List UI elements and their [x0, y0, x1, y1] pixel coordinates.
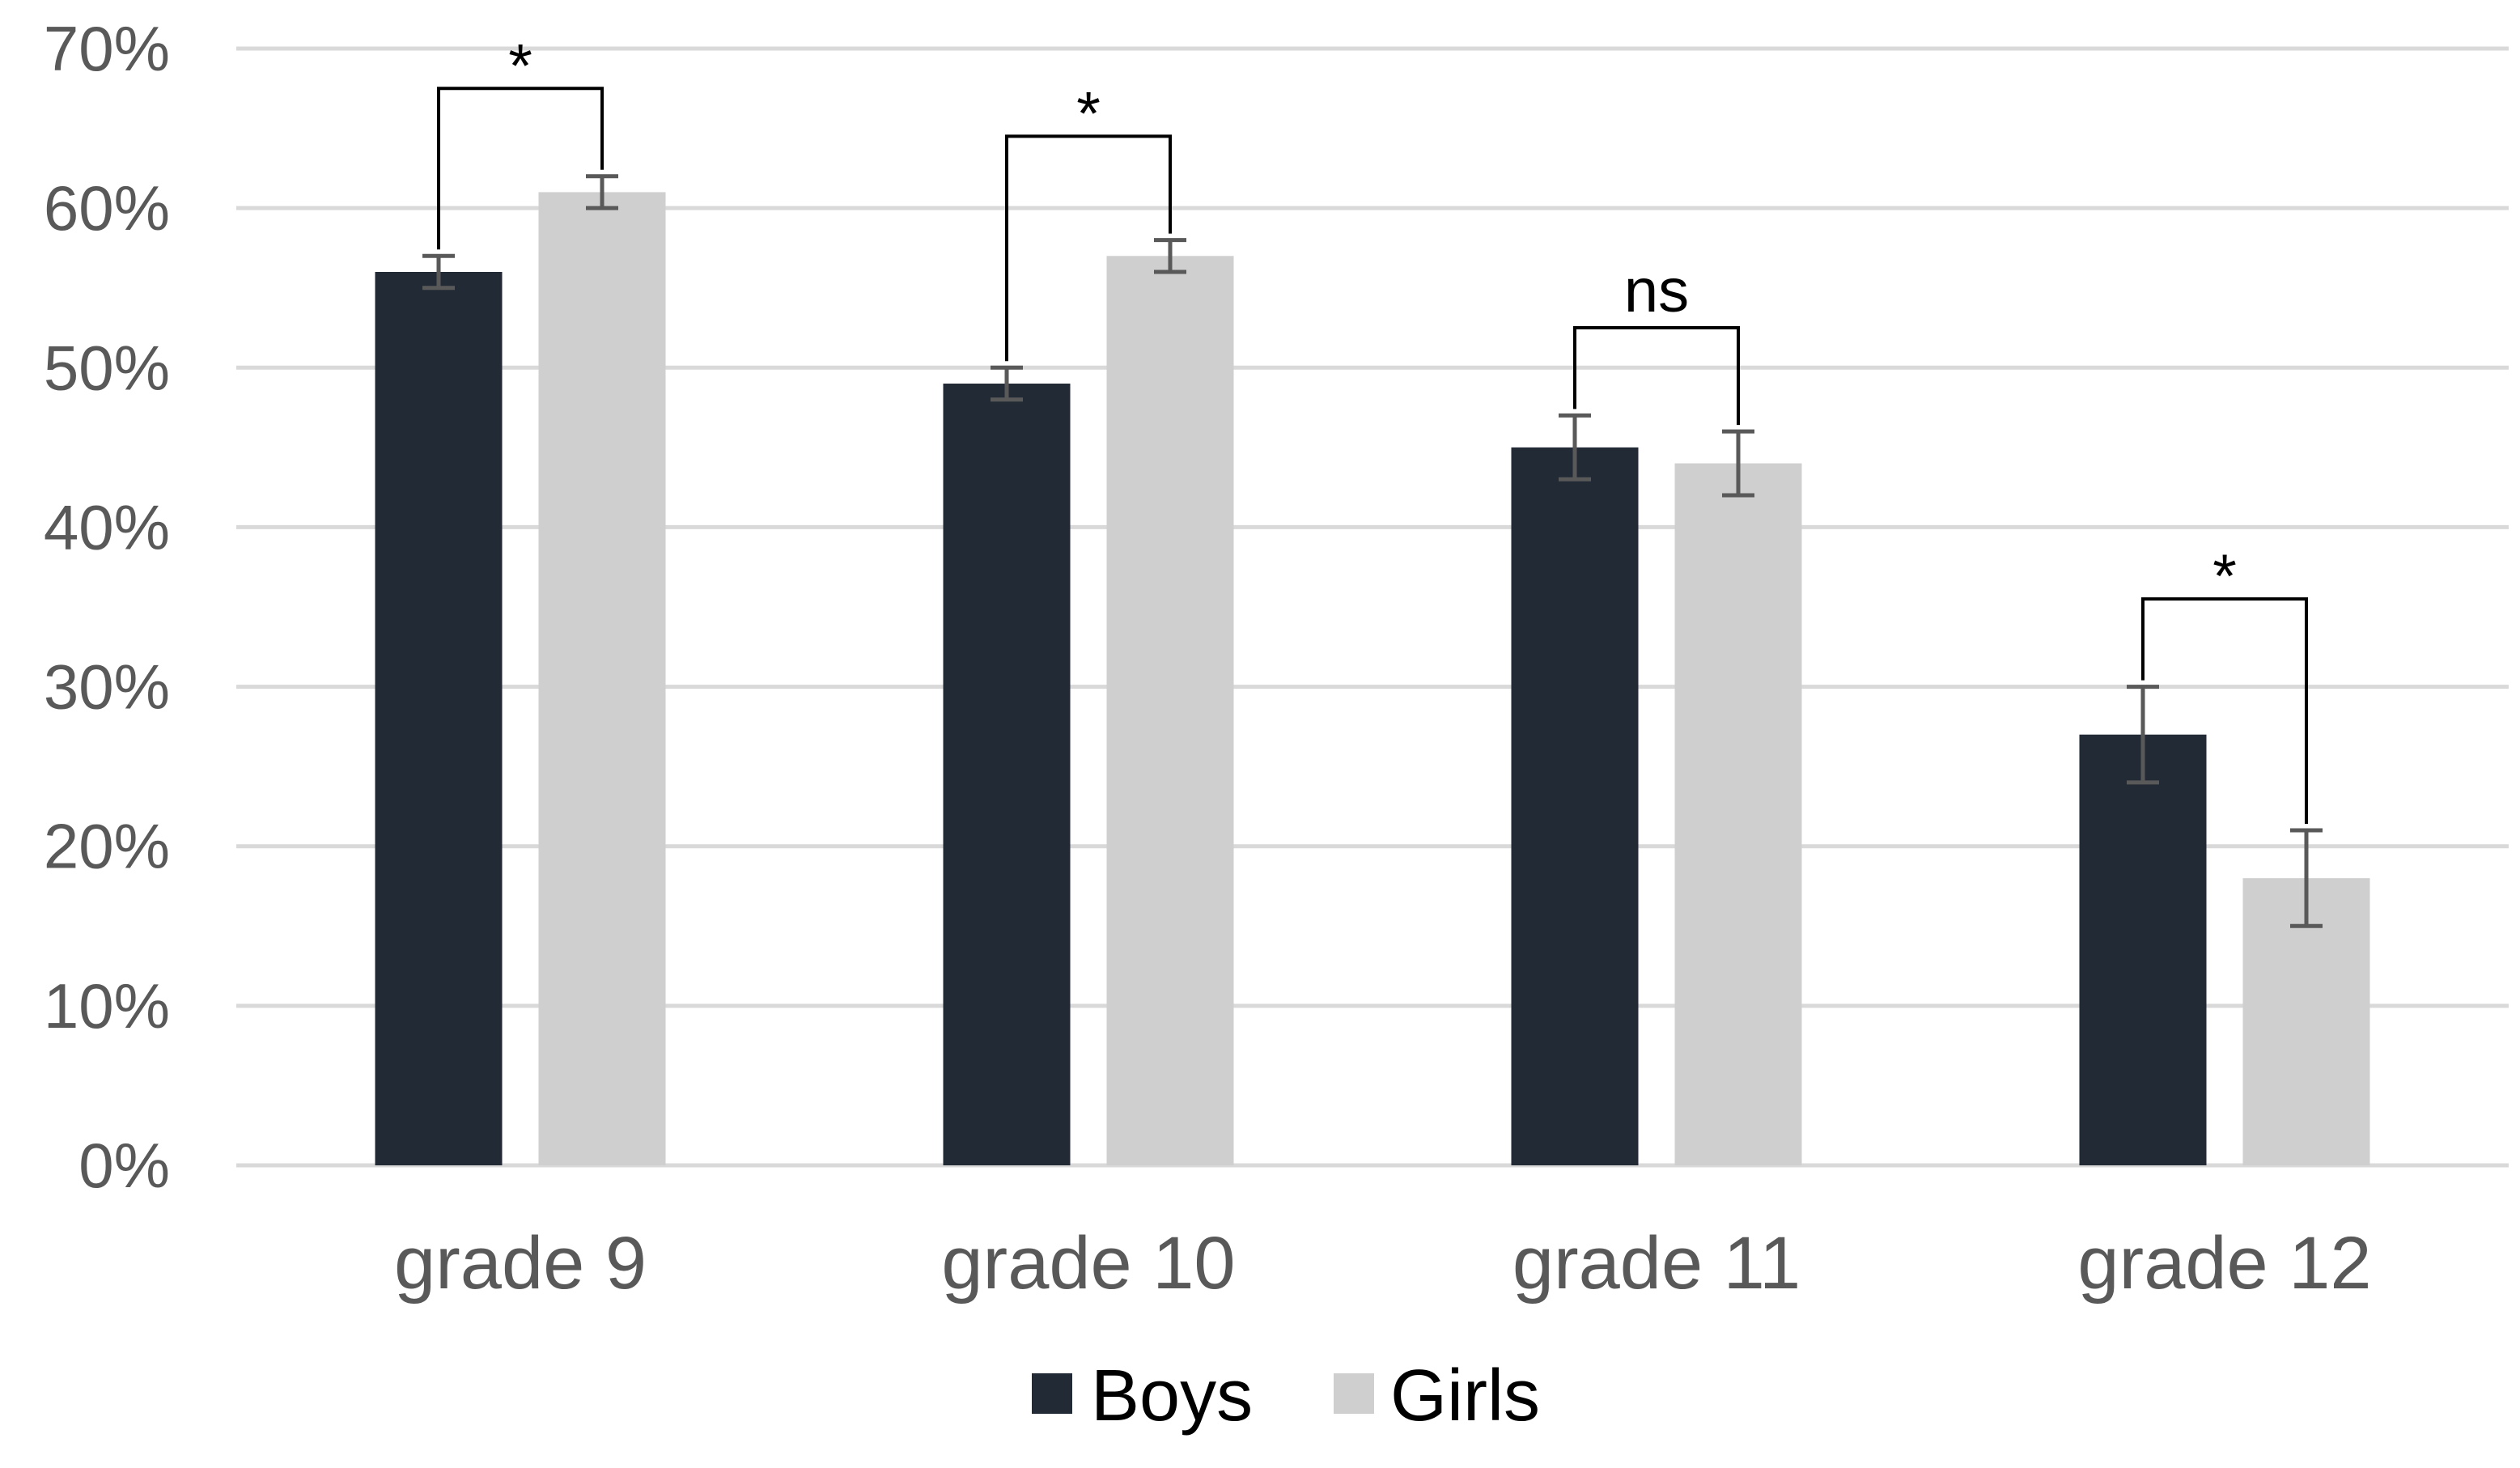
significance-bracket	[1005, 134, 1172, 362]
x-tick-label: grade 11	[1512, 1222, 1801, 1305]
bar-boys	[943, 384, 1071, 1165]
x-tick-label: grade 9	[394, 1222, 647, 1305]
y-tick-label: 30%	[44, 651, 170, 723]
legend-label-girls: Girls	[1390, 1356, 1540, 1436]
y-tick-label: 70%	[44, 13, 170, 84]
bar-girls	[538, 192, 666, 1165]
legend-swatch-boys	[1032, 1373, 1072, 1414]
significance-bracket	[2141, 597, 2308, 824]
legend-label-boys: Boys	[1091, 1356, 1253, 1436]
bar-boys	[1511, 447, 1639, 1165]
y-tick-label: 10%	[44, 970, 170, 1042]
bar-layer	[375, 192, 2370, 1166]
significance-label: ns	[1624, 257, 1689, 325]
legend-swatch-girls	[1334, 1373, 1374, 1414]
y-tick-label: 60%	[44, 172, 170, 244]
significance-label: *	[508, 32, 532, 100]
significance-layer: * * ns *	[437, 32, 2308, 824]
significance-bracket	[437, 87, 604, 250]
axis-labels-layer: 0% 10% 20% 30% 40% 50% 60% 70% grade 9 grade 10 gr…	[44, 13, 2372, 1305]
bar-girls	[1674, 463, 1802, 1165]
y-tick-label: 40%	[44, 491, 170, 562]
error-bar-layer	[422, 174, 2323, 928]
significance-bracket	[1573, 326, 1740, 426]
significance-label: *	[1076, 79, 1101, 148]
x-tick-label: grade 12	[2077, 1222, 2371, 1305]
y-tick-label: 20%	[44, 811, 170, 882]
legend: Boys Girls	[1032, 1356, 1540, 1436]
bar-girls	[1106, 256, 1234, 1166]
significance-label: *	[2212, 542, 2237, 611]
y-tick-label: 50%	[44, 332, 170, 403]
bar-boys	[2079, 734, 2207, 1165]
bar-boys	[375, 272, 503, 1165]
y-tick-label: 0%	[78, 1130, 170, 1201]
x-tick-label: grade 10	[941, 1222, 1235, 1305]
